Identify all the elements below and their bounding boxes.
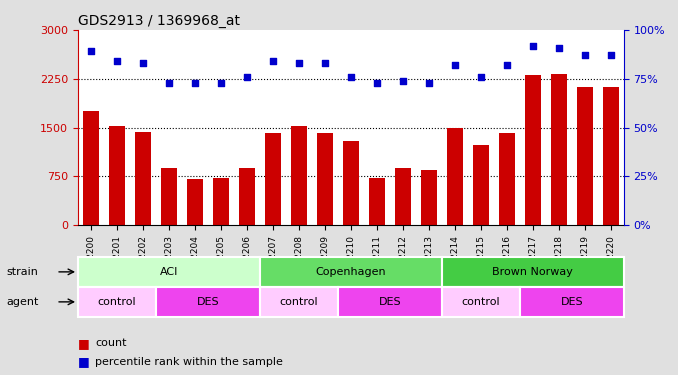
Bar: [442, 257, 624, 287]
Bar: [551, 74, 567, 225]
Point: [579, 53, 590, 58]
Bar: [369, 178, 384, 225]
Text: control: control: [98, 297, 136, 307]
Bar: [78, 287, 156, 317]
Bar: [213, 177, 228, 225]
Bar: [520, 287, 624, 317]
Point: [241, 74, 252, 80]
Bar: [442, 287, 520, 317]
Bar: [83, 111, 99, 225]
Text: strain: strain: [7, 267, 39, 277]
Bar: [525, 75, 540, 225]
Point: [138, 60, 148, 66]
Bar: [161, 168, 177, 225]
Text: percentile rank within the sample: percentile rank within the sample: [95, 357, 283, 367]
Bar: [156, 287, 260, 317]
Text: ACI: ACI: [160, 267, 178, 277]
Text: Copenhagen: Copenhagen: [315, 267, 386, 277]
Point: [267, 58, 278, 64]
Text: Brown Norway: Brown Norway: [492, 267, 573, 277]
Point: [527, 43, 538, 49]
Point: [163, 80, 174, 86]
Bar: [260, 287, 338, 317]
Bar: [577, 87, 593, 225]
Point: [85, 48, 96, 54]
Bar: [109, 126, 125, 225]
Text: ■: ■: [78, 337, 89, 350]
Bar: [265, 133, 281, 225]
Point: [111, 58, 122, 64]
Point: [475, 74, 486, 80]
Point: [216, 80, 226, 86]
Bar: [603, 87, 618, 225]
Text: DES: DES: [378, 297, 401, 307]
Bar: [395, 168, 411, 225]
Bar: [499, 133, 515, 225]
Point: [553, 45, 564, 51]
Bar: [317, 134, 333, 225]
Text: count: count: [95, 338, 126, 348]
Point: [450, 62, 460, 68]
Bar: [291, 126, 306, 225]
Bar: [239, 168, 255, 225]
Point: [294, 60, 304, 66]
Point: [605, 53, 616, 58]
Point: [319, 60, 330, 66]
Point: [345, 74, 357, 80]
Text: DES: DES: [197, 297, 219, 307]
Bar: [78, 257, 260, 287]
Text: control: control: [462, 297, 500, 307]
Point: [397, 78, 408, 84]
Point: [423, 80, 435, 86]
Bar: [343, 141, 359, 225]
Bar: [473, 145, 489, 225]
Bar: [338, 287, 442, 317]
Text: control: control: [279, 297, 318, 307]
Point: [372, 80, 382, 86]
Text: DES: DES: [561, 297, 583, 307]
Bar: [421, 170, 437, 225]
Text: ■: ■: [78, 356, 89, 368]
Point: [501, 62, 513, 68]
Bar: [187, 179, 203, 225]
Bar: [447, 128, 462, 225]
Text: GDS2913 / 1369968_at: GDS2913 / 1369968_at: [78, 13, 240, 28]
Bar: [260, 257, 442, 287]
Text: agent: agent: [7, 297, 39, 307]
Point: [190, 80, 201, 86]
Bar: [135, 132, 151, 225]
